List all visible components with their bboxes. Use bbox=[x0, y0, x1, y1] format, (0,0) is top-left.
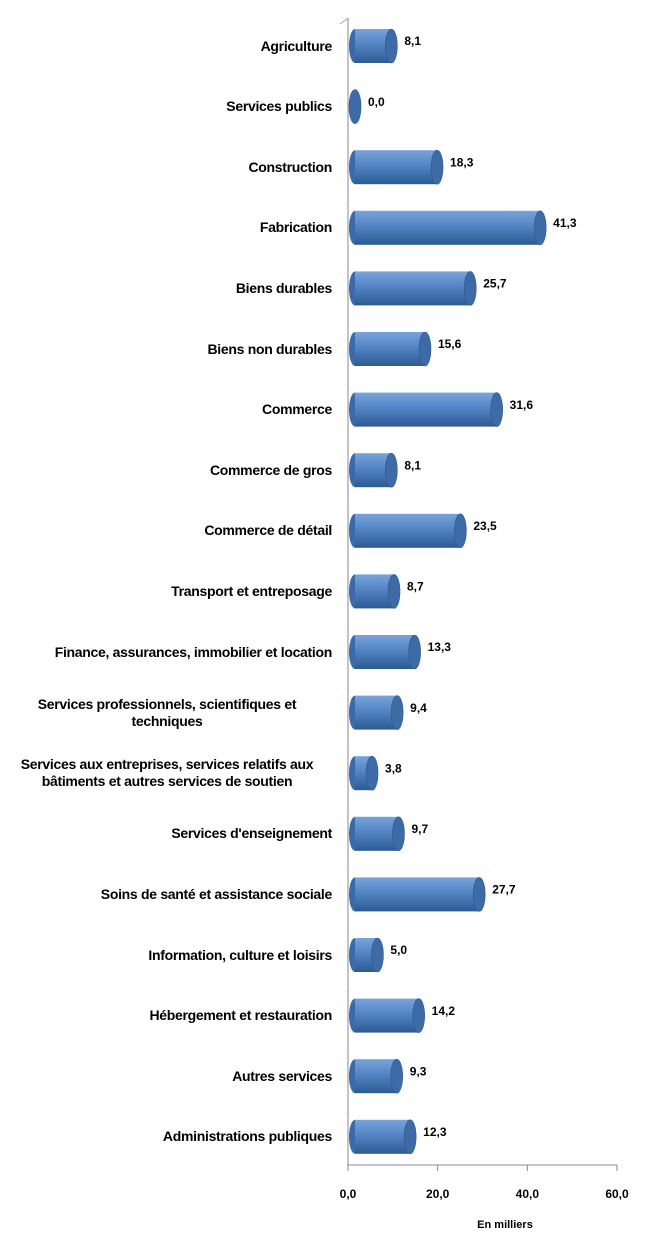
category-text: Commerce de gros bbox=[209, 461, 332, 478]
value-label: 5,0 bbox=[390, 943, 407, 957]
category-text: Administrations publiques bbox=[162, 1128, 332, 1145]
bar-cap bbox=[454, 513, 467, 549]
category-text: Hébergement et restauration bbox=[149, 1007, 332, 1024]
bar-cap bbox=[365, 755, 379, 791]
value-label: 9,3 bbox=[410, 1064, 427, 1078]
bar-cap bbox=[403, 1119, 417, 1155]
x-tick-label: 60,0 bbox=[605, 1187, 629, 1201]
x-axis-label: En milliers bbox=[477, 1219, 533, 1231]
value-label: 14,2 bbox=[432, 1004, 456, 1018]
category-label: Services publics bbox=[2, 79, 332, 135]
category-label: Commerce de gros bbox=[2, 442, 332, 498]
category-label: Biens non durables bbox=[2, 321, 332, 377]
x-tick-label: 0,0 bbox=[340, 1187, 357, 1201]
value-label: 15,6 bbox=[438, 337, 462, 351]
category-label: Finance, assurances, immobilier et locat… bbox=[2, 624, 333, 680]
category-label: Administrations publiques bbox=[2, 1109, 332, 1165]
category-text: Soins de santé et assistance sociale bbox=[100, 885, 333, 902]
category-text: Transport et entreposage bbox=[171, 582, 332, 599]
bar bbox=[355, 513, 461, 548]
value-label: 8,7 bbox=[407, 580, 424, 594]
bar bbox=[355, 998, 419, 1033]
category-text: Services professionnels, scientifiques e… bbox=[37, 695, 297, 729]
bar-cap bbox=[418, 331, 432, 367]
bar-cap bbox=[390, 1058, 403, 1094]
value-label: 18,3 bbox=[450, 155, 474, 169]
value-label: 27,7 bbox=[492, 883, 516, 897]
category-text: Services d'enseignement bbox=[171, 825, 332, 842]
category-text: Services publics bbox=[226, 98, 332, 115]
category-text: Finance, assurances, immobilier et locat… bbox=[54, 643, 333, 660]
x-tick-label: 20,0 bbox=[426, 1187, 450, 1201]
bar bbox=[355, 877, 480, 912]
category-label: Construction bbox=[2, 139, 332, 195]
bar-cap bbox=[390, 695, 404, 730]
value-label: 23,5 bbox=[473, 519, 497, 533]
category-text: Biens non durables bbox=[207, 340, 332, 357]
category-label: Services d'enseignement bbox=[2, 806, 332, 862]
value-label: 31,6 bbox=[510, 398, 534, 412]
category-label: Services aux entreprises, services relat… bbox=[2, 745, 332, 801]
category-label: Autres services bbox=[2, 1048, 332, 1104]
value-label: 3,8 bbox=[385, 761, 402, 775]
x-tick-label: 40,0 bbox=[516, 1187, 540, 1201]
bar-cap bbox=[387, 574, 401, 609]
category-label: Hébergement et restauration bbox=[2, 988, 332, 1044]
value-label: 12,3 bbox=[423, 1125, 447, 1139]
category-label: Transport et entreposage bbox=[2, 563, 332, 619]
bar bbox=[355, 635, 415, 669]
bar bbox=[355, 816, 399, 851]
category-text: Commerce bbox=[262, 401, 332, 418]
bar-cap bbox=[412, 998, 425, 1033]
bar bbox=[355, 271, 471, 306]
category-label: Services professionnels, scientifiques e… bbox=[2, 685, 332, 741]
bar bbox=[355, 332, 425, 366]
category-text: Autres services bbox=[232, 1067, 332, 1084]
category-text: Fabrication bbox=[259, 219, 332, 236]
category-label: Commerce bbox=[2, 382, 332, 438]
category-label: Fabrication bbox=[2, 200, 332, 256]
value-label: 41,3 bbox=[553, 216, 577, 230]
bar-cap bbox=[463, 271, 477, 306]
bar-cap bbox=[533, 210, 547, 246]
value-label: 9,7 bbox=[411, 822, 428, 836]
category-text: Biens durables bbox=[235, 279, 332, 296]
category-label: Commerce de détail bbox=[2, 503, 332, 559]
value-label: 25,7 bbox=[483, 277, 507, 291]
category-label: Agriculture bbox=[2, 18, 333, 74]
bar bbox=[355, 938, 378, 972]
wall-edge bbox=[339, 17, 349, 25]
category-text: Services aux entreprises, services relat… bbox=[20, 756, 314, 790]
value-label: 0,0 bbox=[368, 95, 385, 109]
bar bbox=[355, 210, 541, 245]
bar-cap bbox=[385, 452, 398, 488]
bar bbox=[355, 695, 398, 730]
bar-cap bbox=[472, 877, 486, 912]
bar-cap bbox=[392, 816, 405, 852]
value-label: 8,1 bbox=[404, 34, 421, 48]
category-text: Agriculture bbox=[260, 37, 333, 54]
bar bbox=[355, 574, 395, 609]
bar-cap bbox=[371, 937, 384, 973]
bar bbox=[355, 1119, 411, 1154]
category-text: Information, culture et loisirs bbox=[148, 946, 332, 963]
bar-cap bbox=[490, 392, 503, 427]
category-text: Commerce de détail bbox=[204, 522, 332, 539]
category-text: Construction bbox=[248, 158, 332, 175]
bar-cap bbox=[430, 149, 444, 185]
bar bbox=[355, 392, 497, 427]
bar-cap bbox=[408, 634, 421, 670]
bar-cap bbox=[385, 28, 398, 64]
value-label: 8,1 bbox=[404, 458, 421, 472]
value-label: 13,3 bbox=[428, 640, 452, 654]
bar bbox=[355, 1059, 397, 1094]
bar bbox=[355, 150, 438, 185]
value-label: 9,4 bbox=[410, 701, 427, 715]
category-label: Biens durables bbox=[2, 260, 332, 316]
category-label: Soins de santé et assistance sociale bbox=[2, 866, 333, 922]
bar-cap bbox=[348, 89, 362, 124]
category-label: Information, culture et loisirs bbox=[2, 927, 332, 983]
